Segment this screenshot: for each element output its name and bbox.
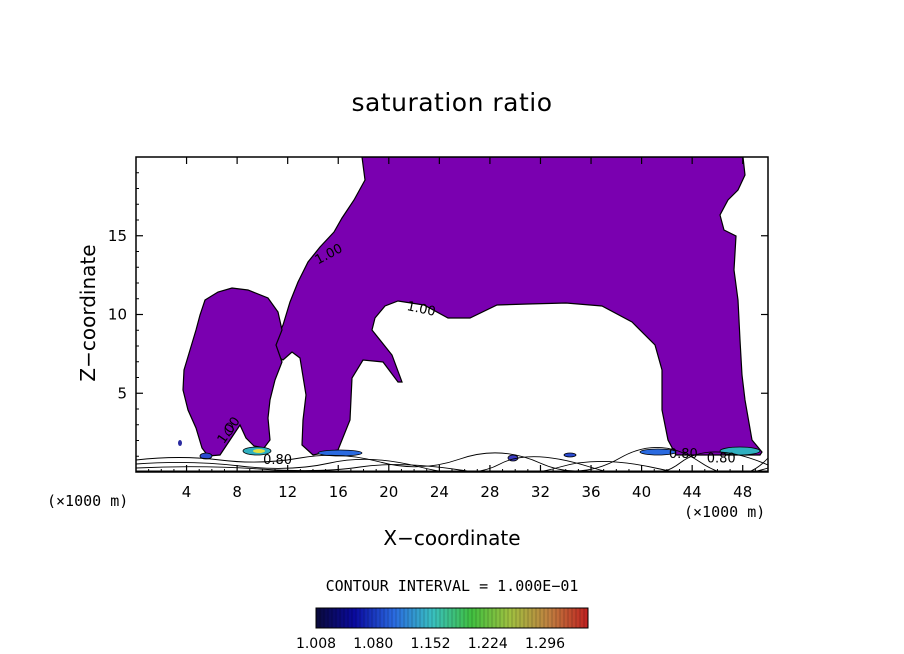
- pocket-2: [253, 449, 265, 453]
- saturated-region-main: [269, 157, 763, 456]
- y-tick-label: 15: [108, 227, 127, 245]
- x-tick-label: 28: [480, 483, 499, 501]
- pocket-9: [178, 440, 182, 446]
- saturated-region-left-lobe: [182, 287, 283, 457]
- colorbar-tick-label: 1.152: [410, 636, 450, 652]
- x-tick-label: 4: [182, 483, 192, 501]
- pocket-10: [224, 422, 234, 436]
- contour-label: 1.00: [405, 299, 436, 320]
- colorbar-tick-label: 1.224: [468, 636, 508, 652]
- colorbar-tick-label: 1.080: [353, 636, 393, 652]
- chart-title: saturation ratio: [351, 88, 553, 117]
- x-tick-label: 8: [232, 483, 242, 501]
- x-tick-label: 48: [733, 483, 752, 501]
- x-tick-label: 24: [430, 483, 449, 501]
- y-tick-label: 10: [108, 306, 127, 324]
- pocket-5: [639, 448, 677, 456]
- y-tick-label: 5: [117, 384, 127, 402]
- x-tick-label: 36: [581, 483, 600, 501]
- colorbar: [315, 607, 589, 629]
- contour-label: 0.80: [669, 447, 698, 462]
- contour-interval-label: CONTOUR INTERVAL = 1.000E−01: [325, 577, 579, 595]
- x-tick-label: 44: [683, 483, 702, 501]
- x-axis-label: X−coordinate: [383, 526, 521, 550]
- x-tick-label: 20: [379, 483, 398, 501]
- colorbar-stripes: [319, 608, 585, 628]
- contour-label: 0.80: [707, 452, 736, 467]
- x-axis-unit-left: (×1000 m): [47, 492, 129, 510]
- contour-label: 0.80: [263, 453, 292, 468]
- colorbar-tick-label: 1.296: [525, 636, 565, 652]
- x-tick-label: 40: [632, 483, 651, 501]
- colorbar-tick-label: 1.008: [296, 636, 336, 652]
- pocket-7: [563, 452, 577, 458]
- x-tick-label: 12: [278, 483, 297, 501]
- x-axis-unit-right: (×1000 m): [684, 503, 766, 521]
- x-tick-label: 16: [329, 483, 348, 501]
- x-tick-label: 32: [531, 483, 550, 501]
- pocket-3: [317, 449, 363, 457]
